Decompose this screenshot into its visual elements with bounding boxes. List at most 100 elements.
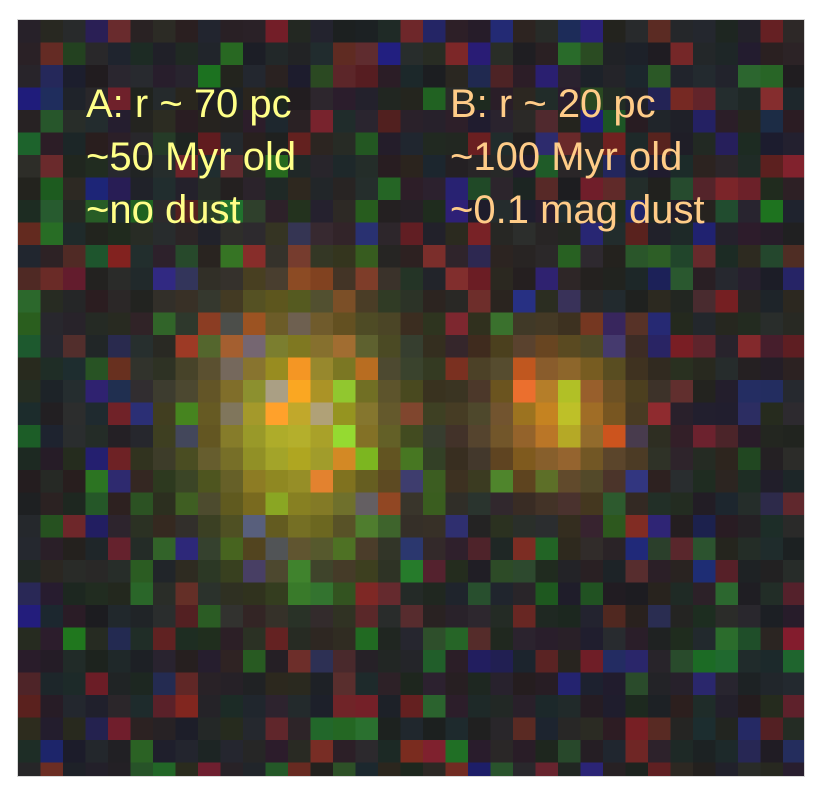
mosaic-pixel (625, 402, 649, 426)
mosaic-pixel (310, 87, 334, 111)
mosaic-pixel (535, 447, 559, 471)
mosaic-pixel (40, 582, 64, 606)
mosaic-pixel (490, 20, 514, 43)
mosaic-pixel (423, 470, 446, 493)
mosaic-pixel (490, 672, 514, 696)
mosaic-pixel (783, 245, 804, 268)
mosaic-pixel (423, 627, 446, 651)
mosaic-pixel (760, 470, 784, 493)
mosaic-pixel (63, 672, 86, 696)
mosaic-pixel (580, 425, 604, 448)
mosaic-pixel (423, 110, 446, 133)
mosaic-pixel (355, 470, 379, 493)
mosaic-pixel (108, 20, 131, 43)
mosaic-pixel (85, 582, 109, 606)
mosaic-pixel (18, 695, 41, 718)
mosaic-pixel (693, 222, 716, 246)
mosaic-pixel (175, 245, 199, 268)
mosaic-pixel (625, 245, 649, 268)
mosaic-pixel (265, 42, 289, 66)
mosaic-pixel (738, 312, 761, 336)
mosaic-pixel (333, 470, 356, 493)
mosaic-pixel (220, 650, 244, 673)
mosaic-pixel (423, 695, 446, 718)
mosaic-pixel (265, 177, 289, 201)
mosaic-pixel (445, 717, 469, 741)
mosaic-pixel (130, 110, 154, 133)
mosaic-pixel (355, 42, 379, 66)
mosaic-pixel (625, 20, 649, 43)
mosaic-pixel (580, 515, 604, 538)
mosaic-pixel (468, 312, 491, 336)
mosaic-pixel (558, 222, 581, 246)
mosaic-pixel (423, 20, 446, 43)
mosaic-pixel (153, 290, 176, 313)
mosaic-pixel (243, 200, 266, 223)
mosaic-pixel (378, 65, 401, 88)
mosaic-pixel (40, 110, 64, 133)
mosaic-pixel (648, 717, 671, 741)
mosaic-pixel (715, 717, 739, 741)
mosaic-pixel (468, 380, 491, 403)
mosaic-pixel (288, 470, 311, 493)
mosaic-pixel (243, 155, 266, 178)
mosaic-pixel (625, 87, 649, 111)
mosaic-pixel (265, 762, 289, 776)
mosaic-pixel (63, 650, 86, 673)
mosaic-pixel (288, 402, 311, 426)
mosaic-pixel (220, 132, 244, 156)
mosaic-pixel (310, 762, 334, 776)
mosaic-pixel (580, 42, 604, 66)
mosaic-pixel (288, 627, 311, 651)
mosaic-pixel (445, 177, 469, 201)
mosaic-pixel (580, 492, 604, 516)
mosaic-pixel (175, 335, 199, 358)
mosaic-pixel (445, 650, 469, 673)
mosaic-pixel (715, 87, 739, 111)
mosaic-pixel (648, 65, 671, 88)
mosaic-pixel (243, 560, 266, 583)
mosaic-pixel (243, 65, 266, 88)
mosaic-pixel (220, 200, 244, 223)
mosaic-pixel (513, 312, 536, 336)
mosaic-pixel (198, 605, 221, 628)
mosaic-pixel (603, 762, 626, 776)
mosaic-pixel (310, 290, 334, 313)
mosaic-pixel (423, 425, 446, 448)
mosaic-pixel (265, 447, 289, 471)
mosaic-pixel (400, 222, 424, 246)
mosaic-pixel (400, 447, 424, 471)
mosaic-pixel (558, 740, 581, 763)
mosaic-pixel (310, 740, 334, 763)
mosaic-pixel (18, 132, 41, 156)
mosaic-pixel (333, 560, 356, 583)
mosaic-pixel (760, 447, 784, 471)
mosaic-pixel (18, 762, 41, 776)
mosaic-pixel (355, 110, 379, 133)
mosaic-pixel (738, 87, 761, 111)
mosaic-pixel (63, 245, 86, 268)
mosaic-pixel (310, 200, 334, 223)
mosaic-pixel (715, 110, 739, 133)
mosaic-pixel (648, 222, 671, 246)
mosaic-pixel (513, 740, 536, 763)
mosaic-pixel (243, 177, 266, 201)
mosaic-pixel (490, 290, 514, 313)
mosaic-pixel (355, 155, 379, 178)
mosaic-pixel (63, 492, 86, 516)
mosaic-pixel (378, 425, 401, 448)
mosaic-pixel (693, 537, 716, 561)
mosaic-pixel (648, 290, 671, 313)
mosaic-pixel (265, 65, 289, 88)
mosaic-pixel (40, 695, 64, 718)
mosaic-pixel (535, 582, 559, 606)
mosaic-pixel (265, 380, 289, 403)
mosaic-pixel (738, 290, 761, 313)
mosaic-pixel (40, 492, 64, 516)
mosaic-pixel (265, 267, 289, 291)
mosaic-pixel (670, 380, 694, 403)
mosaic-pixel (153, 425, 176, 448)
source-b-annotation: B: r ~ 20 pc ~100 Myr old ~0.1 mag dust (450, 78, 705, 237)
mosaic-pixel (175, 762, 199, 776)
mosaic-pixel (288, 290, 311, 313)
